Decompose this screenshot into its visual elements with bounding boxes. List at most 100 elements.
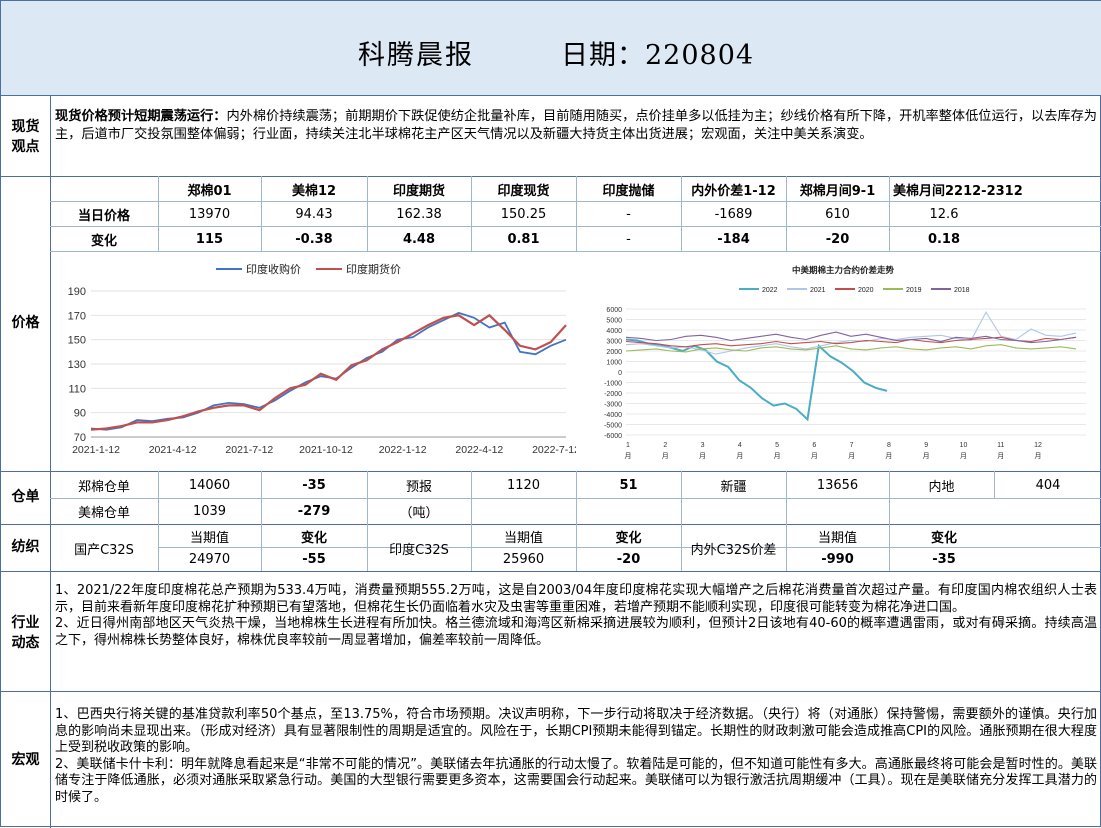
x-tick-label: 月 <box>662 452 669 460</box>
x-tick-label: 2021-7-12 <box>225 444 273 456</box>
wh-zc-change: -35 <box>302 477 326 493</box>
y-tick-label: 3000 <box>606 339 622 346</box>
x-tick-label: 月 <box>960 452 967 460</box>
y-tick-label: 1000 <box>606 360 622 367</box>
textile-india-value: 25960 <box>502 552 545 567</box>
legend-label: 2018 <box>954 287 970 294</box>
price-col-zc01: 郑棉01 <box>187 183 232 199</box>
series-line <box>90 313 567 431</box>
spot-text: 内外棉价持续震荡；前期期价下跌促使纺企批量补库，目前随用随买，点价挂单多以低挂为… <box>55 109 1097 142</box>
textile-india-name: 印度C32S <box>389 542 449 558</box>
wh-forecast-value: 1120 <box>506 477 541 493</box>
textile-spread-name: 内外C32S价差 <box>690 542 777 558</box>
price-col-india-spot: 印度现货 <box>497 183 550 199</box>
warehouse-label: 仓单 <box>11 489 40 505</box>
macro-news: 1、巴西央行将关键的基准贷款利率50个基点，至13.75%，符合市场预期。决议声… <box>55 707 1097 806</box>
y-tick-label: 170 <box>68 310 86 322</box>
x-tick-label: 2 <box>663 442 667 449</box>
legend-label: 2020 <box>858 287 874 294</box>
x-tick-label: 11 <box>997 442 1004 449</box>
wh-xinjiang-value: 13656 <box>816 477 859 493</box>
series-line <box>625 331 1077 344</box>
x-tick-label: 月 <box>848 452 855 460</box>
y-tick-label: -6000 <box>604 433 622 440</box>
y-tick-label: 2000 <box>606 349 622 356</box>
x-tick-label: 月 <box>997 452 1004 460</box>
price-value: - <box>626 206 631 222</box>
price-change: -184 <box>717 231 750 247</box>
textile-spread-value: -990 <box>821 552 854 567</box>
textile-cur-header: 当期值 <box>503 530 543 546</box>
x-tick-label: 7 <box>850 442 854 449</box>
y-tick-label: 6000 <box>606 307 622 314</box>
x-tick-label: 5 <box>775 442 779 449</box>
price-label: 价格 <box>11 315 40 331</box>
industry-news-1: 1、2021/22年度印度棉花总产预期为533.4万吨，消费量预期555.2万吨… <box>55 583 1097 615</box>
textile-domestic-value: 24970 <box>188 552 231 567</box>
cn-us-spread-chart: 中美期棉主力合约价差走势 2022 2021 2020 2019 2018 6000 5000… <box>591 257 1096 467</box>
macro-news-2: 2、美联储卡什卡利：明年就降息看起来是“非常不可能的情况”。美联储去年抗通胀的行… <box>55 756 1097 805</box>
wh-forecast-label: 预报 <box>405 479 432 495</box>
textile-domestic-name: 国产C32S <box>74 542 134 558</box>
x-tick-label: 月 <box>923 452 930 460</box>
report-title: 科腾晨报 <box>358 40 474 71</box>
y-tick-label: 150 <box>68 335 86 347</box>
price-change: - <box>626 231 631 247</box>
y-tick-label: 110 <box>68 383 86 395</box>
price-col-india-fut: 印度期货 <box>392 183 445 199</box>
price-change: -20 <box>825 231 850 247</box>
price-row-today-label: 当日价格 <box>77 208 130 224</box>
macro-news-1: 1、巴西央行将关键的基准贷款利率50个基点，至13.75%，符合市场预期。决议声… <box>55 707 1097 755</box>
industry-news: 1、2021/22年度印度棉花总产预期为533.4万吨，消费量预期555.2万吨… <box>55 583 1097 649</box>
price-col-ct12: 美棉12 <box>291 183 337 199</box>
series-line <box>625 344 1077 353</box>
x-tick-label: 月 <box>736 452 743 460</box>
textile-domestic-change: -55 <box>302 552 326 567</box>
spot-view: 现货价格预计短期震荡运行：内外棉价持续震荡；前期期价下跌促使纺企批量补库，目前随… <box>55 108 1097 144</box>
x-tick-label: 2022-4-12 <box>455 444 503 456</box>
series-line <box>625 336 1077 348</box>
price-change: -0.38 <box>295 231 333 247</box>
industry-label: 行业 动态 <box>11 615 40 651</box>
x-tick-label: 2022-7-12 <box>532 444 576 456</box>
wh-us-change: -279 <box>297 504 331 519</box>
y-tick-label: -2000 <box>604 391 622 398</box>
y-tick-label: 90 <box>74 408 86 420</box>
textile-label: 纺织 <box>11 539 40 555</box>
price-col-zc-month: 郑棉月间9-1 <box>799 183 876 199</box>
y-tick-label: -3000 <box>604 402 622 409</box>
spot-lead: 现货价格预计短期震荡运行： <box>55 109 227 124</box>
price-change: 0.81 <box>507 231 540 247</box>
wh-us-value: 1039 <box>192 504 227 519</box>
price-col-india-reserve: 印度抛储 <box>602 183 655 199</box>
y-tick-label: 5000 <box>606 318 622 325</box>
price-change: 4.48 <box>402 231 436 247</box>
x-tick-label: 月 <box>1035 452 1042 460</box>
legend-label: 2019 <box>906 287 922 294</box>
x-tick-label: 9 <box>924 442 928 449</box>
price-value: 94.43 <box>295 206 333 222</box>
spot-label: 现货 观点 <box>11 119 40 155</box>
x-tick-label: 1 <box>626 442 630 449</box>
report-date: 日期：220804 <box>561 40 755 71</box>
textile-chg-header: 变化 <box>300 530 327 546</box>
x-tick-label: 月 <box>774 452 781 460</box>
x-tick-label: 2021-10-12 <box>299 444 353 456</box>
y-tick-label: -4000 <box>604 412 622 419</box>
x-tick-label: 月 <box>811 452 818 460</box>
wh-forecast-change: 51 <box>619 477 638 493</box>
price-change: 115 <box>195 231 224 247</box>
y-tick-label: -1000 <box>604 381 622 388</box>
x-tick-label: 10 <box>960 442 968 449</box>
textile-india-change: -20 <box>616 552 641 567</box>
price-value: -1689 <box>714 206 753 222</box>
wh-zc-label: 郑棉仓单 <box>77 479 130 495</box>
x-tick-label: 8 <box>887 442 891 449</box>
price-col-spread: 内外价差1-12 <box>691 183 776 199</box>
legend-label: 2022 <box>762 287 778 294</box>
legend-label: 印度收购价 <box>246 262 301 276</box>
wh-xinjiang-label: 新疆 <box>720 479 747 495</box>
